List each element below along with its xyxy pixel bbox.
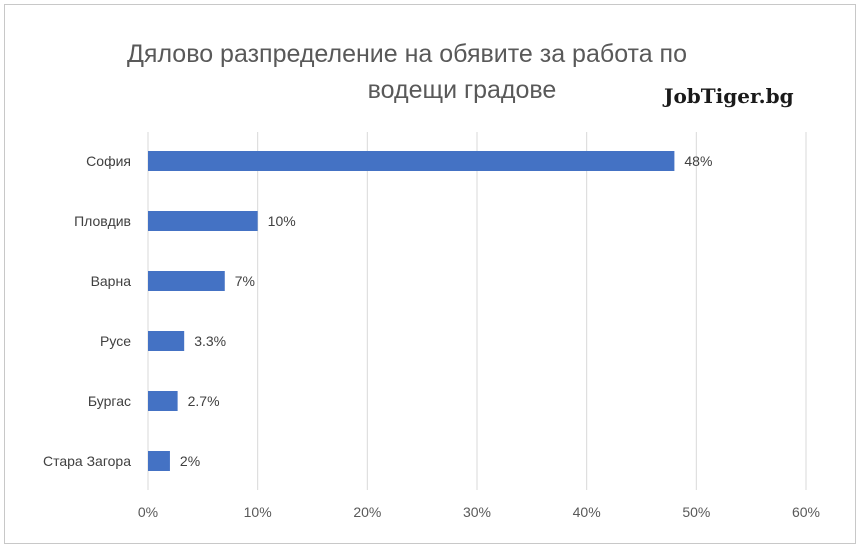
category-label-4: Бургас	[88, 393, 131, 409]
chart-title-line-1: Дялово разпределение на обявите за работ…	[126, 40, 688, 68]
x-tick-label-3: 30%	[463, 504, 491, 520]
bar-0	[148, 151, 675, 171]
bar-4	[148, 391, 178, 411]
data-label-0: 48%	[684, 153, 712, 169]
x-tick-label-4: 40%	[573, 504, 601, 520]
bar-1	[148, 211, 258, 231]
category-label-3: Русе	[100, 333, 131, 349]
x-tick-label-6: 60%	[792, 504, 820, 520]
jobtiger-logo: JobTiger.bg	[664, 84, 794, 108]
bar-5	[148, 451, 170, 471]
data-label-1: 10%	[268, 213, 296, 229]
data-label-2: 7%	[235, 273, 255, 289]
x-tick-label-5: 50%	[682, 504, 710, 520]
bar-3	[148, 331, 185, 351]
category-label-5: Стара Загора	[43, 453, 131, 469]
category-label-1: Пловдив	[74, 213, 131, 229]
x-tick-label-2: 20%	[353, 504, 381, 520]
x-tick-label-0: 0%	[138, 504, 158, 520]
chart-title: Дялово разпределение на обявите за работ…	[0, 36, 864, 108]
data-label-3: 3.3%	[194, 333, 226, 349]
category-label-2: Варна	[91, 273, 132, 289]
data-label-5: 2%	[180, 453, 200, 469]
x-tick-label-1: 10%	[244, 504, 272, 520]
bar-2	[148, 271, 225, 291]
data-label-4: 2.7%	[188, 393, 220, 409]
chart-frame	[4, 4, 856, 544]
chart-title-line-2: водещи градове	[367, 76, 557, 104]
category-label-0: София	[86, 153, 131, 169]
